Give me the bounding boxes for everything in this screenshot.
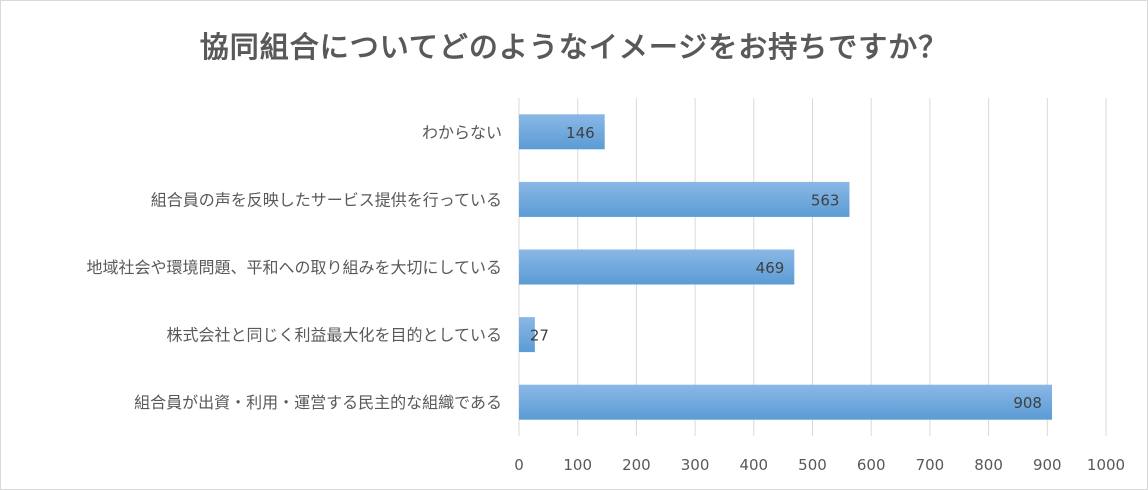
category-label: わからない: [422, 123, 502, 142]
category-label: 組合員の声を反映したサービス提供を行っている: [151, 190, 502, 209]
x-tick-label: 900: [1033, 456, 1062, 474]
x-tick-label: 700: [916, 456, 945, 474]
x-tick-label: 0: [514, 456, 524, 474]
x-tick-label: 200: [622, 456, 651, 474]
x-tick-label: 400: [739, 456, 768, 474]
data-labels: 146 563 469 27 908: [530, 124, 1042, 412]
bar: [519, 384, 1052, 420]
x-tick-label: 300: [681, 456, 710, 474]
data-label: 469: [756, 259, 785, 277]
bar: [519, 317, 535, 353]
data-label: 27: [530, 327, 549, 345]
category-labels: わからない組合員の声を反映したサービス提供を行っている地域社会や環境問題、平和へ…: [86, 123, 502, 412]
data-label: 908: [1013, 394, 1042, 412]
category-label: 組合員が出資・利用・運営する民主的な組織である: [134, 393, 502, 412]
category-label: 地域社会や環境問題、平和への取り組みを大切にしている: [86, 258, 502, 277]
data-label: 146: [566, 124, 595, 142]
gridlines: [518, 98, 1107, 436]
x-tick-label: 100: [563, 456, 592, 474]
x-tick-label: 1000: [1087, 456, 1125, 474]
bars: [519, 114, 1052, 420]
bar: [519, 114, 605, 150]
data-label: 563: [811, 191, 840, 209]
bar: [519, 181, 850, 217]
x-tick-label: 800: [974, 456, 1003, 474]
x-tick-labels: 0 100 200 300 400 500 600 700 800 900 1000: [514, 456, 1125, 474]
x-tick-label: 500: [798, 456, 827, 474]
x-tick-label: 600: [857, 456, 886, 474]
bar: [519, 249, 795, 285]
chart-title: 協同組合についてどのようなイメージをお持ちですか？: [199, 30, 949, 64]
category-label: 株式会社と同じく利益最大化を目的としている: [166, 326, 502, 345]
